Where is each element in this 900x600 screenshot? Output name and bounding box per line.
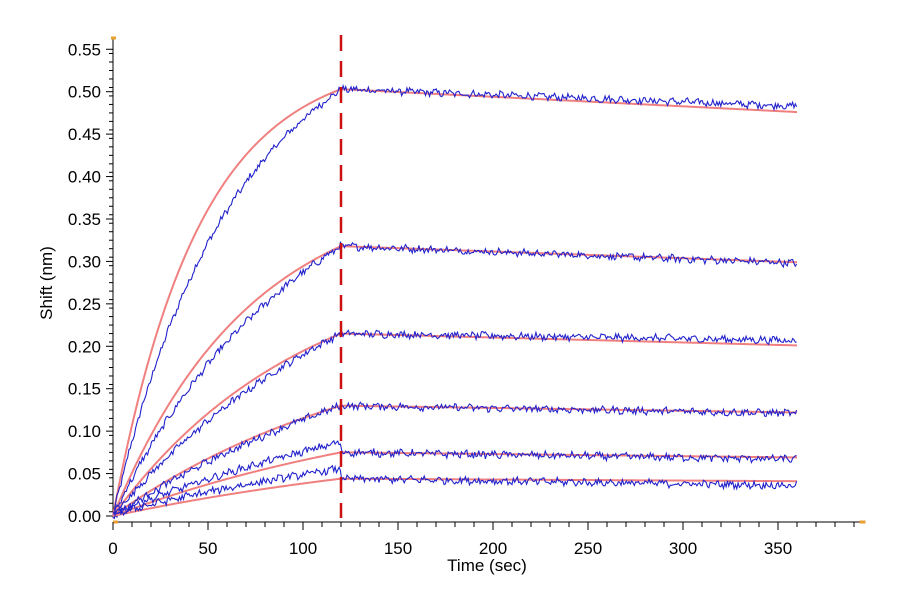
y-tick-label: 0.00: [68, 507, 101, 526]
measured-curve: [112, 241, 798, 516]
fit-curve: [112, 404, 798, 517]
y-tick-label: 0.35: [68, 210, 101, 229]
fit-curve: [112, 451, 798, 517]
measured-curve: [112, 83, 798, 516]
measured-curve: [112, 464, 798, 520]
measured-curve: [112, 329, 797, 514]
y-tick-label: 0.30: [68, 252, 101, 271]
y-tick-label: 0.55: [68, 40, 101, 59]
y-tick-label: 0.50: [68, 83, 101, 102]
x-tick-label: 0: [108, 539, 117, 558]
y-tick-label: 0.40: [68, 168, 101, 187]
x-axis-title: Time (sec): [447, 556, 527, 575]
y-axis: 0.00 0.05 0.10 0.15 0.20 0.25 0.30 0.35 0.40 0.45…: [68, 36, 116, 526]
x-tick-label: 150: [384, 539, 412, 558]
measured-curve: [112, 401, 798, 519]
fit-curve: [112, 245, 798, 517]
y-tick-label: 0.10: [68, 422, 101, 441]
y-tick-label: 0.25: [68, 295, 101, 314]
y-tick-label: 0.05: [68, 465, 101, 484]
y-tick-label: 0.20: [68, 337, 101, 356]
x-tick-label: 50: [199, 539, 218, 558]
fit-curve: [112, 477, 798, 517]
x-tick-label: 350: [764, 539, 792, 558]
x-tick-label: 200: [479, 539, 507, 558]
y-tick-label: 0.45: [68, 125, 101, 144]
measured-curve: [112, 439, 797, 517]
x-tick-label: 300: [669, 539, 697, 558]
y-axis-title: Shift (nm): [37, 246, 56, 320]
y-tick-label: 0.15: [68, 380, 101, 399]
series-group: [112, 83, 798, 520]
x-tick-label: 100: [289, 539, 317, 558]
x-tick-label: 250: [574, 539, 602, 558]
fit-curve: [112, 332, 798, 517]
x-axis: 0 50 100 150 200 250 300 350: [108, 520, 866, 558]
